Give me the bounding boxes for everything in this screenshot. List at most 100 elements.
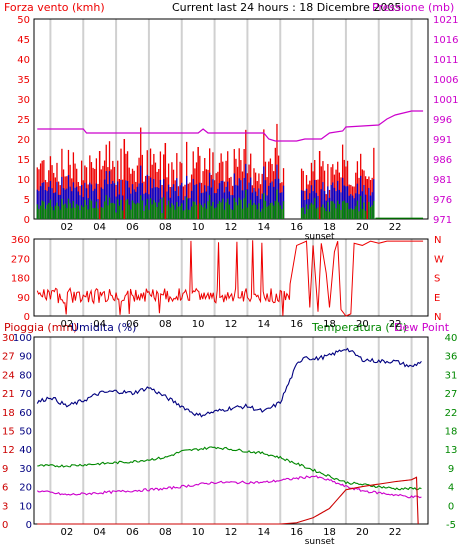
pressure-line: [37, 110, 424, 142]
x-tick-label: 08: [159, 527, 172, 538]
x-tick-label: 14: [257, 319, 270, 330]
pressure-tick-label: 991: [433, 135, 452, 146]
humidity-tick-label: 10: [19, 501, 32, 512]
direction-tick-label: 360: [11, 235, 30, 246]
compass-label: W: [434, 254, 444, 265]
temperature-tick-label: 4: [448, 483, 454, 494]
compass-label: N: [434, 235, 441, 246]
x-tick-label: 12: [225, 319, 238, 330]
temperature-tick-label: 13: [445, 445, 458, 456]
direction-tick-label: 180: [11, 274, 30, 285]
humidity-tick-label: 0: [26, 520, 32, 531]
rain-tick-label: 21: [2, 389, 15, 400]
temperature-tick-label: 36: [445, 352, 458, 363]
x-tick-label: 10: [192, 527, 205, 538]
plot-area: [34, 239, 428, 316]
pressure-tick-label: 986: [433, 155, 452, 166]
x-tick-label: 02: [60, 527, 73, 538]
x-tick-label: 06: [126, 527, 139, 538]
x-tick-label: 12: [225, 527, 238, 538]
humidity-axis-label: Umidita (%): [71, 321, 136, 334]
wind-tick-label: 25: [17, 115, 30, 126]
temperature-tick-label: 9: [448, 464, 454, 475]
pressure-tick-label: 976: [433, 195, 452, 206]
x-tick-label: 22: [389, 222, 402, 233]
dewpoint-line: [36, 475, 422, 499]
humidity-tick-label: 60: [19, 408, 32, 419]
pressure-tick-label: 981: [433, 175, 452, 186]
wind-tick-label: 0: [24, 215, 30, 226]
direction-tick-label: 90: [17, 293, 30, 304]
x-tick-label: 06: [126, 319, 139, 330]
wind-tick-label: 30: [17, 95, 30, 106]
x-tick-label: 06: [126, 222, 139, 233]
temperature-tick-label: 27: [445, 389, 458, 400]
humidity-tick-label: 80: [19, 370, 32, 381]
temperature-line: [37, 446, 422, 491]
pressure-tick-label: 1001: [433, 95, 458, 106]
wind-tick-label: 50: [17, 15, 30, 26]
temperature-axis-label: Temperatura (°C): [311, 321, 407, 334]
temperature-tick-label: 0: [448, 501, 454, 512]
x-tick-label: 16: [290, 527, 303, 538]
temperature-tick-label: 18: [445, 427, 458, 438]
rain-tick-label: 12: [2, 445, 15, 456]
x-tick-label: 18: [323, 222, 336, 233]
plot-frame: [33, 238, 429, 317]
temperature-tick-label: -5: [446, 520, 456, 531]
sunset-annotation: sunset: [305, 232, 335, 242]
rain-tick-label: 0: [2, 520, 8, 531]
rain-line: [37, 476, 419, 525]
x-tick-label: 20: [356, 319, 369, 330]
compass-label: S: [434, 274, 440, 285]
wind-direction-line: [36, 240, 424, 317]
humidity-tick-label: 70: [19, 389, 32, 400]
rain-axis-label: Pioggia (mm): [4, 321, 77, 334]
plot-area: [34, 337, 428, 524]
pressure-tick-label: 971: [433, 215, 452, 226]
x-tick-label: 16: [290, 319, 303, 330]
wind-tick-label: 20: [17, 135, 30, 146]
x-tick-label: 02: [60, 319, 73, 330]
x-tick-label: 18: [323, 527, 336, 538]
rain-tick-label: 18: [2, 408, 15, 419]
humidity-tick-label: 30: [19, 464, 32, 475]
x-tick-label: 02: [60, 222, 73, 233]
x-tick-label: 04: [93, 319, 106, 330]
x-tick-label: 22: [389, 527, 402, 538]
rain-tick-label: 3: [2, 501, 8, 512]
direction-tick-label: 0: [24, 312, 30, 323]
rain-tick-label: 30: [2, 333, 15, 344]
pressure-tick-label: 1016: [433, 35, 458, 46]
x-tick-label: 18: [323, 319, 336, 330]
pressure-tick-label: 996: [433, 115, 452, 126]
chart-title: Current last 24 hours : 18 Dicembre 2005: [172, 1, 401, 14]
humidity-tick-label: 90: [19, 352, 32, 363]
rain-tick-label: 24: [2, 370, 15, 381]
pressure-tick-label: 1021: [433, 15, 458, 26]
wind-pressure-panel: 02 04 06 08 10 12 14 16 18 20 22sunset504540353025…: [17, 15, 458, 242]
x-tick-label: 12: [225, 222, 238, 233]
direction-tick-label: 270: [11, 254, 30, 265]
rain-tick-label: 15: [2, 427, 15, 438]
wind-tick-label: 15: [17, 155, 30, 166]
rain-tick-label: 27: [2, 352, 15, 363]
x-tick-label: 16: [290, 222, 303, 233]
humidity-tick-label: 20: [19, 483, 32, 494]
rain-tick-label: 9: [2, 464, 8, 475]
x-tick-label: 08: [159, 222, 172, 233]
x-tick-label: 14: [257, 527, 270, 538]
humidity-tick-label: 100: [13, 333, 32, 344]
x-tick-label: 04: [93, 222, 106, 233]
x-tick-label: 04: [93, 527, 106, 538]
compass-label: E: [434, 293, 440, 304]
x-tick-label: 20: [356, 527, 369, 538]
wind-axis-label: Forza vento (kmh): [4, 1, 105, 14]
x-tick-label: 10: [192, 222, 205, 233]
x-tick-label: 10: [192, 319, 205, 330]
humidity-tick-label: 40: [19, 445, 32, 456]
sunset-annotation: sunset: [305, 537, 335, 547]
